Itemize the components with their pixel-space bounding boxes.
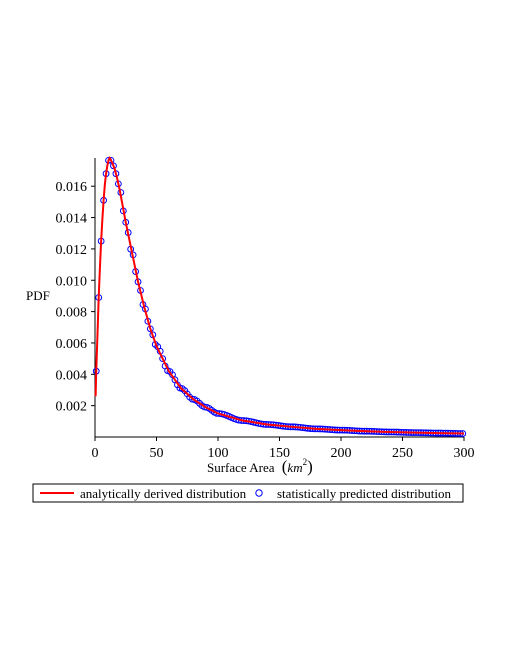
x-axis-label-unit: km <box>287 460 302 475</box>
y-tick-label: 0.010 <box>56 274 88 289</box>
y-tick-label: 0.012 <box>56 243 88 258</box>
legend-marker-swatch <box>255 489 263 497</box>
x-tick-label: 50 <box>150 446 164 461</box>
x-axis-label-unit-exponent: 2 <box>303 457 308 467</box>
y-tick-label: 0.014 <box>56 212 88 227</box>
x-tick-label: 200 <box>331 446 352 461</box>
legend-frame <box>32 483 464 503</box>
y-tick-label: 0.016 <box>56 180 88 195</box>
x-tick-label: 0 <box>92 446 99 461</box>
legend-label-statistical: statistically predicted distribution <box>277 486 452 501</box>
x-tick-label: 250 <box>392 446 413 461</box>
y-tick-label: 0.002 <box>56 400 88 415</box>
x-axis-label-text: Surface Area <box>207 460 275 475</box>
data-point-marker <box>159 355 167 363</box>
data-point-marker <box>110 162 117 170</box>
y-axis-ticks: 0.002 0.004 0.006 0.008 0.010 0.012 0.014 0.016 <box>56 180 95 415</box>
legend: analytically derived distribution statis… <box>32 483 464 503</box>
x-tick-label: 100 <box>208 446 229 461</box>
x-axis-label-paren-close: ) <box>307 457 313 476</box>
x-tick-label: 300 <box>454 446 475 461</box>
x-axis-label: Surface Area (km2) <box>207 457 313 476</box>
statistically-predicted-markers <box>92 156 467 437</box>
x-tick-label: 150 <box>269 446 290 461</box>
x-axis-label-paren-open: ( <box>282 457 288 476</box>
y-tick-label: 0.006 <box>56 337 88 352</box>
axes <box>94 158 464 438</box>
y-tick-label: 0.004 <box>56 368 88 383</box>
y-tick-label: 0.008 <box>56 306 88 321</box>
legend-label-analytical: analytically derived distribution <box>80 486 247 501</box>
x-axis-ticks: 0 50 100 150 200 250 300 <box>92 437 475 461</box>
y-axis-label: PDF <box>26 288 50 303</box>
analytically-derived-curve <box>94 155 465 435</box>
